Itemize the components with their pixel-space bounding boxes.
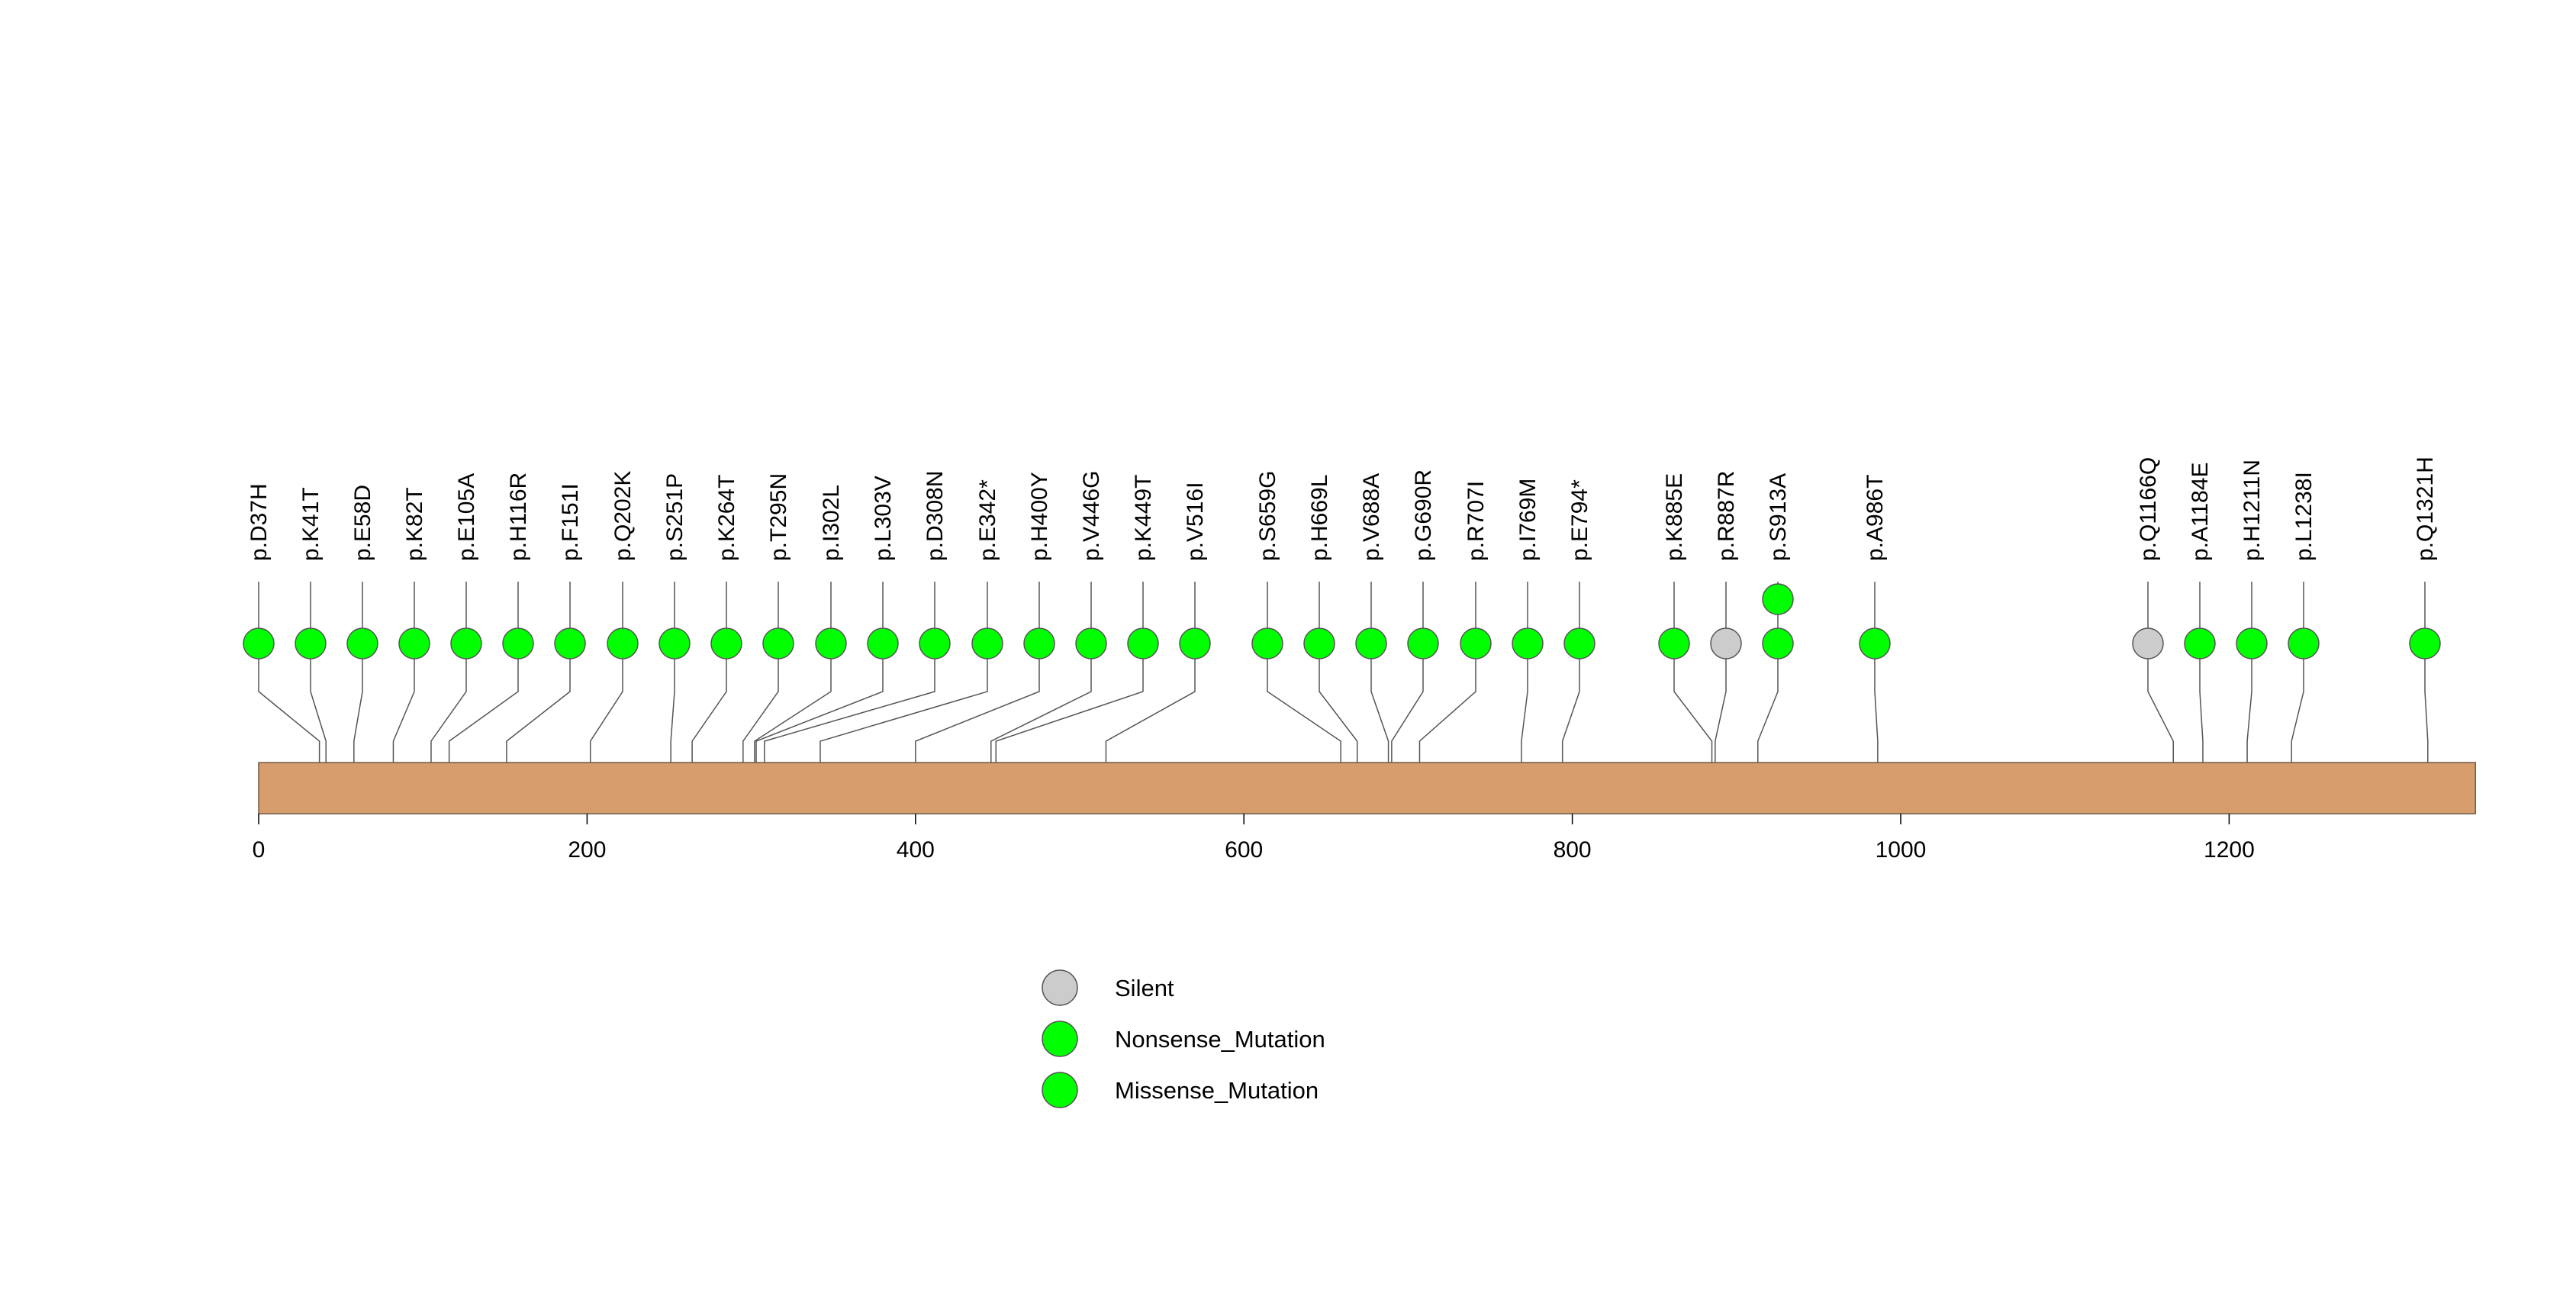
mutation-label: p.R887R xyxy=(1714,471,1739,561)
mutation-label: p.E105A xyxy=(454,473,479,561)
mutation-label: p.Q1166Q xyxy=(2136,457,2161,561)
legend-label: Nonsense_Mutation xyxy=(1115,1026,1325,1053)
mutation-point xyxy=(867,627,899,660)
x-tick-label: 400 xyxy=(897,837,935,863)
mutation-point xyxy=(243,627,275,660)
mutation-label: p.I302L xyxy=(819,485,844,561)
mutation-point xyxy=(1251,627,1283,660)
mutation-label: p.A986T xyxy=(1863,475,1888,561)
x-tick-label: 200 xyxy=(568,837,606,863)
mutation-point xyxy=(346,627,378,660)
mutation-point xyxy=(1563,627,1596,660)
x-tick-label: 1000 xyxy=(1876,837,1927,863)
mutation-label: p.R707I xyxy=(1463,481,1489,561)
legend-marker xyxy=(1042,969,1078,1006)
mutation-label: p.K449T xyxy=(1131,475,1156,561)
mutation-point xyxy=(1512,627,1544,660)
mutation-label: p.A1184E xyxy=(2188,462,2213,561)
legend: Silent Nonsense_Mutation Missense_Mutation xyxy=(1042,969,1325,1108)
mutation-label: p.S251P xyxy=(662,473,687,561)
mutation-point xyxy=(658,627,691,660)
mutation-point xyxy=(295,627,327,660)
mutation-label: p.Q202K xyxy=(610,471,636,561)
x-tick-label: 800 xyxy=(1554,837,1592,863)
mutation-label: p.D308N xyxy=(923,471,948,561)
mutation-label: p.K82T xyxy=(402,487,427,561)
mutation-point xyxy=(607,627,639,660)
mutation-point xyxy=(1658,627,1690,660)
mutation-label: p.H669L xyxy=(1307,475,1332,561)
mutation-point xyxy=(710,627,742,660)
mutation-point xyxy=(398,627,430,660)
mutation-point xyxy=(2236,627,2268,660)
mutation-point xyxy=(1762,627,1794,660)
mutation-label: p.E794* xyxy=(1567,479,1592,561)
mutation-point xyxy=(2184,627,2216,660)
mutation-label: p.D37H xyxy=(246,483,272,561)
mutation-point xyxy=(1762,583,1794,615)
mutation-label: p.F151I xyxy=(558,483,583,561)
mutation-label: p.H1211N xyxy=(2240,460,2265,561)
mutation-label: p.S913A xyxy=(1766,473,1791,561)
mutation-label: p.E342* xyxy=(975,479,1000,561)
legend-label: Missense_Mutation xyxy=(1115,1077,1319,1104)
mutation-label: p.V446G xyxy=(1079,471,1104,561)
mutation-point xyxy=(1127,627,1159,660)
mutation-label: p.K264T xyxy=(714,475,739,561)
mutation-label: p.H400Y xyxy=(1027,472,1052,561)
mutation-point xyxy=(502,627,534,660)
mutation-point xyxy=(1710,627,1742,660)
mutation-point xyxy=(1179,627,1211,660)
mutation-points xyxy=(243,583,2441,660)
mutation-point xyxy=(971,627,1003,660)
mutation-point xyxy=(2288,627,2320,660)
mutation-point xyxy=(554,627,586,660)
mutation-label: p.I769M xyxy=(1515,479,1541,561)
protein-bar xyxy=(258,762,2476,814)
mutation-label: p.G690R xyxy=(1411,469,1436,561)
mutation-point xyxy=(1303,627,1335,660)
x-tick-label: 600 xyxy=(1225,837,1263,863)
mutation-label: p.E58D xyxy=(350,485,375,561)
mutation-point xyxy=(450,627,482,660)
mutation-point xyxy=(762,627,794,660)
mutation-point xyxy=(1407,627,1439,660)
mutation-label: p.K885E xyxy=(1662,473,1687,561)
mutation-label: p.V688A xyxy=(1359,473,1384,561)
mutation-point xyxy=(815,627,847,660)
mutation-label: p.H116R xyxy=(506,472,531,561)
legend-marker xyxy=(1042,1072,1078,1108)
mutation-label: p.L303V xyxy=(871,476,896,561)
mutation-point xyxy=(1859,627,1891,660)
mutation-label: p.S659G xyxy=(1255,471,1280,561)
mutation-point xyxy=(2409,627,2441,660)
mutation-label: p.Q1321H xyxy=(2413,456,2438,561)
mutation-label: p.T295N xyxy=(766,473,791,561)
legend-marker xyxy=(1042,1021,1078,1057)
mutation-point xyxy=(1023,627,1055,660)
mutation-point xyxy=(919,627,951,660)
mutation-label: p.K41T xyxy=(298,487,324,561)
mutation-label: p.V516I xyxy=(1183,482,1208,561)
mutation-labels: p.D37H p.K41T p.E58D p.K82T p.E105A p.H116R p.… xyxy=(246,456,2438,561)
legend-label: Silent xyxy=(1115,975,1174,1001)
mutation-point xyxy=(1355,627,1387,660)
x-axis: 0 200 400 600 800 1000 1200 xyxy=(253,814,2255,863)
x-tick-label: 1200 xyxy=(2204,837,2255,863)
mutation-point xyxy=(1460,627,1492,660)
mutation-point xyxy=(1075,627,1107,660)
lollipop-stems xyxy=(258,582,2426,643)
mutation-point xyxy=(2132,627,2164,660)
x-tick-label: 0 xyxy=(253,837,266,863)
mutation-label: p.L1238I xyxy=(2291,472,2317,561)
